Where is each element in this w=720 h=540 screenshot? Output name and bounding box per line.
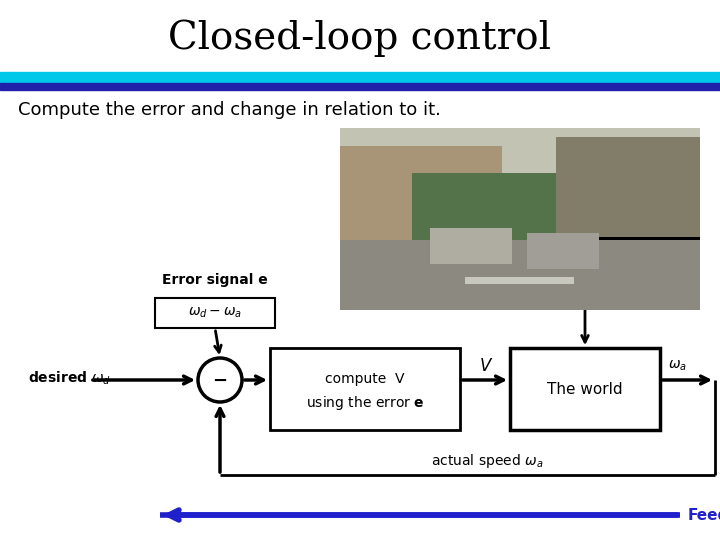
- Bar: [155, 298, 275, 328]
- Text: desired $\omega_d$: desired $\omega_d$: [28, 369, 111, 387]
- Bar: [0, 72, 720, 84]
- Circle shape: [198, 358, 242, 402]
- Bar: [270, 348, 460, 430]
- Text: $\omega_d - \omega_a$: $\omega_d - \omega_a$: [188, 306, 242, 320]
- Bar: [510, 348, 660, 430]
- Text: Error signal e: Error signal e: [162, 273, 268, 287]
- Text: Feedback: Feedback: [688, 508, 720, 523]
- Text: V: V: [480, 357, 491, 375]
- Text: $\omega_a$: $\omega_a$: [668, 359, 687, 373]
- Bar: [0, 83, 720, 90]
- Text: −: −: [212, 372, 228, 390]
- Text: compute  V: compute V: [325, 372, 405, 386]
- Text: using the error $\mathbf{e}$: using the error $\mathbf{e}$: [306, 394, 424, 412]
- Text: Closed-loop control: Closed-loop control: [168, 19, 552, 57]
- Text: actual speed $\omega_a$: actual speed $\omega_a$: [431, 452, 544, 470]
- Text: Compute the error and change in relation to it.: Compute the error and change in relation…: [18, 101, 441, 119]
- Text: The world: The world: [547, 381, 623, 396]
